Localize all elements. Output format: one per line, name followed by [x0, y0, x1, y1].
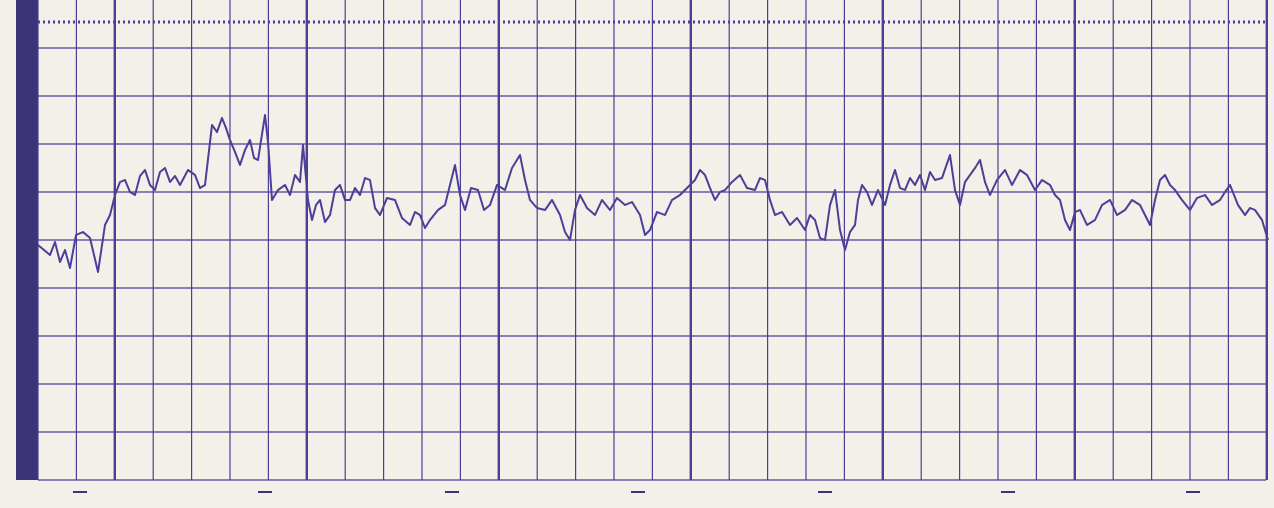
page: {} (() => { const ns = 'http://www.w3.or… [0, 0, 1274, 508]
left-edge-band [16, 0, 38, 480]
recorder-strip [0, 0, 1274, 508]
